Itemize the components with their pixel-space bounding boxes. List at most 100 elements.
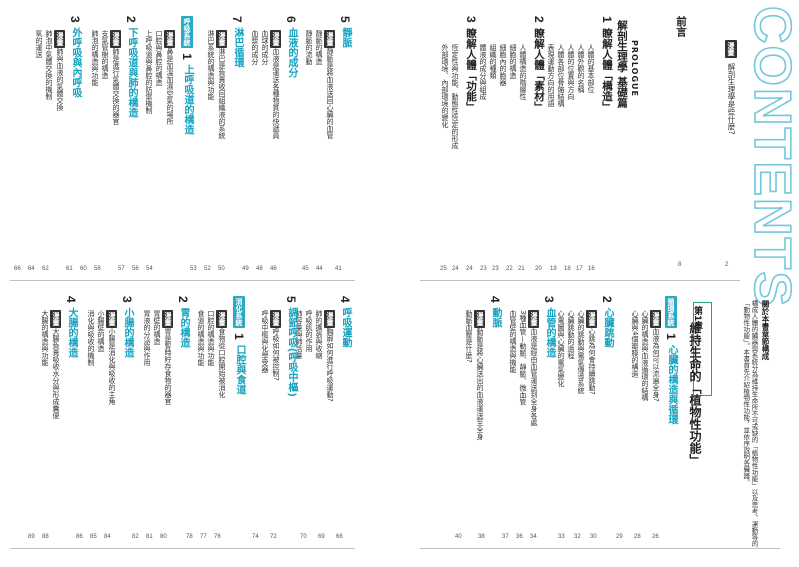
chapter-section-5[interactable]: 5 靜脈 [338,16,352,48]
left-section-3[interactable]: 3 外呼吸與內呼吸 [68,16,82,98]
preface-title[interactable]: 前言 [675,16,687,37]
manga-item[interactable]: 漫畫大腸負責吸收水分與形成糞便 [50,310,61,419]
left-section-4[interactable]: 4 呼吸運動 [338,296,352,348]
page-number: 52 [204,266,211,272]
manga-item[interactable]: 漫畫血液為何可以流遍全身? [650,310,661,402]
chapter-section-3[interactable]: 3 血管的構造 [542,296,556,358]
toc-item[interactable]: 心臟與4個瓣膜的構造 [631,310,639,378]
toc-item[interactable]: 心電圖與心臟的電氣變化 [557,310,565,387]
toc-item[interactable]: 上呼吸道與鼻腔的防禦機制 [145,30,153,114]
left-section-6[interactable]: 消化系統 1 口腔與食道 [232,296,246,395]
toc-item[interactable]: 淋巴系統的構造與功能 [207,30,215,100]
toc-item[interactable]: 肺容量與肺活量 [295,310,303,359]
prologue-item[interactable]: 人體的基本部位 [587,44,595,93]
page-number: 24 [466,266,473,272]
toc-item[interactable]: 口腔與鼻腔的構造 [155,30,163,86]
prologue-section-2[interactable]: 2 瞭解人體「素材」 [532,16,546,112]
toc-item[interactable]: 動脈血壓是什麼? [465,310,473,363]
prologue-item[interactable]: 恆定性與功能、動態性恆定的形成 [451,44,459,149]
manga-item[interactable]: 漫畫血液是運送各種物質的快遞員 [270,30,281,139]
prologue-title: 解剖生理學 基礎篇 [616,20,628,108]
page-number: 23 [492,266,499,272]
prologue-item[interactable]: 人體的位置與方向 [567,44,575,100]
page-number: 57 [118,266,125,272]
toc-item[interactable]: 血漿的成分 [251,30,259,65]
contents-heading: CONTENTS [742,5,799,309]
prologue-item[interactable]: 組織的種類 [489,44,497,79]
toc-item[interactable]: 氧的運送 [35,30,43,58]
left-section-1[interactable]: 呼吸系統 1 上呼吸道的構造 [180,16,194,135]
manga-item[interactable]: 漫畫胸廓如何進行呼吸運動? [324,310,335,402]
manga-item[interactable]: 漫畫動脈是將心臟送出的血液運送至全身 [474,310,485,440]
prologue-item[interactable]: 細胞內的胞器 [499,44,507,86]
prologue-section-3[interactable]: 3 瞭解人體「功能」 [464,16,478,112]
chapter-title-box [693,302,712,396]
intro-page: 2 [725,262,729,268]
manga-item[interactable]: 漫畫鼻是加溫加濕空氣的場所 [164,30,175,125]
toc-item[interactable]: 支氣管樹的構造 [101,30,109,79]
manga-item[interactable]: 漫畫血液是經由血管運送到全身各處 [528,310,539,426]
intro-tag: 漫畫 [725,40,737,58]
prologue-item[interactable]: 體液的成分與組成 [479,44,487,100]
page-number: 89 [28,534,35,540]
page-number: 60 [80,266,87,272]
manga-item[interactable]: 漫畫淋巴是負責收回組織液的系統 [216,30,227,139]
manga-item[interactable]: 漫畫食物從口腔開始被消化 [216,310,227,398]
page-number: 48 [256,266,263,272]
intro-item[interactable]: 漫畫 解剖生理學是些什麼? [722,40,741,260]
manga-item[interactable]: 漫畫小腸是消化與吸收的主角 [106,310,117,405]
page-number: 24 [452,266,459,272]
page-number: 46 [270,266,277,272]
toc-item[interactable]: 呼吸中樞與化學受器 [261,310,269,373]
chapter-section-4[interactable]: 4 動脈 [488,296,502,328]
toc-item[interactable]: 消化與吸收的機制 [87,310,95,366]
toc-item[interactable]: 心臟的構造與血液循環的結構 [641,310,649,401]
prologue-item[interactable]: 人體構造的階層性 [519,44,527,100]
section-tag: 循環系統 [665,296,677,328]
toc-item[interactable]: 血球的成分 [261,30,269,65]
toc-item[interactable]: 血管壁的構造與機能 [509,310,517,373]
prologue-item[interactable]: 表現運動方向的用語 [547,44,555,107]
left-section-9[interactable]: 4 大腸的構造 [64,296,78,358]
page-number: 85 [90,534,97,540]
toc-item[interactable]: 心臟跳動的過程 [567,310,575,359]
left-section-5[interactable]: 5 調節呼吸(呼吸中樞) [284,296,298,397]
left-section-2[interactable]: 2 下呼吸道與肺的構造 [124,16,138,118]
manga-item[interactable]: 漫畫呼吸如何被控制? [270,310,281,381]
chapter-section-2[interactable]: 2 心臟跳動 [600,296,614,348]
toc-item[interactable]: 小腸壁的構造 [97,310,105,352]
page-number: 84 [104,534,111,540]
toc-item[interactable]: 靜脈的構造 [315,30,323,65]
toc-item[interactable]: 胃壁的構造 [153,310,161,345]
toc-item[interactable]: 呼吸肌的作用 [305,310,313,352]
manga-item[interactable]: 漫畫心跳為何會持續跳動? [586,310,597,395]
prologue-item[interactable]: 外部環境、內部環境的變化 [441,44,449,128]
toc-item[interactable]: 肺泡的構造與功能 [91,30,99,86]
toc-item[interactable]: 口腔的構造與功能 [207,310,215,366]
left-section-8[interactable]: 3 小腸的構造 [120,296,134,358]
prologue-item[interactable]: 人體各部位骨骼結構 [557,44,565,107]
manga-item[interactable]: 漫畫靜脈是將血液送回心臟的血管 [324,30,335,139]
page-number: 53 [190,266,197,272]
page-number: 22 [506,266,513,272]
page-number: 58 [94,266,101,272]
toc-item[interactable]: 3種血管—動脈、靜脈、微血管 [519,310,527,406]
toc-item[interactable]: 靜脈的流動 [305,30,313,65]
toc-item[interactable]: 肺的擴張與收縮 [315,310,323,359]
left-section-7[interactable]: 2 胃的構造 [176,296,190,348]
toc-item[interactable]: 胃液的分泌與作用 [143,310,151,366]
manga-item[interactable]: 漫畫胃是暫時貯存食物的器官 [162,310,173,405]
chapter-section-1[interactable]: 循環系統 1 心臟的構造與循環 [664,296,678,425]
toc-item[interactable]: 肺泡中氣體交換的機制 [45,30,53,100]
toc-item[interactable]: 食道的構造與功能 [197,310,205,366]
chapter-section-7[interactable]: 7 淋巴循環 [230,16,244,68]
chapter-section-6[interactable]: 6 血液的成分 [284,16,298,78]
prologue-section-1[interactable]: 1 瞭解人體「構造」 [600,16,614,112]
page-number: 34 [530,534,537,540]
toc-item[interactable]: 心臟的跳動與電氣傳導系統 [577,310,585,394]
prologue-item[interactable]: 人體外觀的名稱 [577,44,585,93]
manga-item[interactable]: 漫畫肺是進行氣體交換的器官 [110,30,121,125]
prologue-item[interactable]: 細胞的構造 [509,44,517,79]
toc-item[interactable]: 大腸的構造與功能 [41,310,49,366]
manga-item[interactable]: 漫畫肺與血液的氣體交換 [54,30,65,111]
